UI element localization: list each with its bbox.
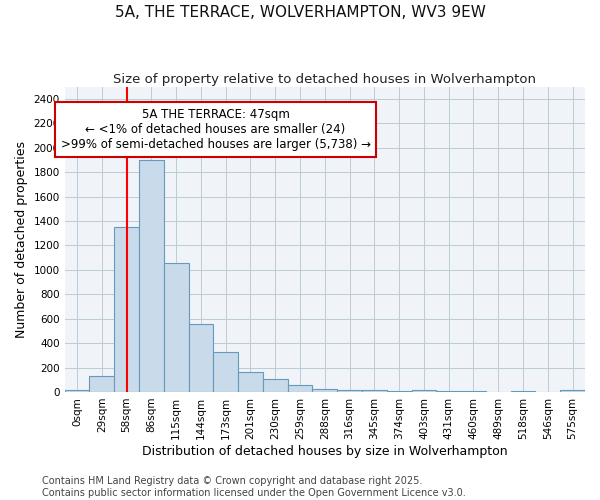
Bar (560, 390, 585, 392)
Bar (65, 390, 89, 392)
Bar (263, 378, 287, 392)
Bar (114, 227, 139, 392)
Bar (337, 390, 362, 392)
Bar (238, 372, 263, 392)
Text: Contains HM Land Registry data © Crown copyright and database right 2025.
Contai: Contains HM Land Registry data © Crown c… (42, 476, 466, 498)
Bar (214, 352, 238, 392)
Title: Size of property relative to detached houses in Wolverhampton: Size of property relative to detached ho… (113, 72, 536, 86)
Bar (362, 390, 387, 392)
Bar (287, 384, 313, 392)
Bar (188, 324, 214, 392)
Y-axis label: Number of detached properties: Number of detached properties (15, 141, 28, 338)
Text: 5A THE TERRACE: 47sqm
← <1% of detached houses are smaller (24)
>99% of semi-det: 5A THE TERRACE: 47sqm ← <1% of detached … (61, 108, 371, 151)
Text: 5A, THE TERRACE, WOLVERHAMPTON, WV3 9EW: 5A, THE TERRACE, WOLVERHAMPTON, WV3 9EW (115, 5, 485, 20)
Bar (164, 262, 188, 392)
Bar (139, 160, 164, 392)
Bar (89, 376, 114, 392)
Bar (387, 390, 412, 392)
X-axis label: Distribution of detached houses by size in Wolverhampton: Distribution of detached houses by size … (142, 444, 508, 458)
Bar (412, 390, 436, 392)
Bar (313, 389, 337, 392)
